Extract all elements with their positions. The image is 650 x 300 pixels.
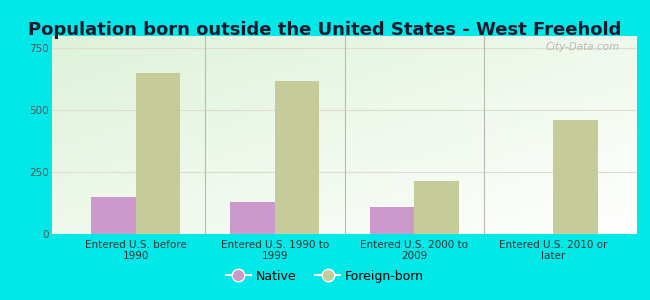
Bar — [370, 207, 414, 234]
Text: City-Data.com: City-Data.com — [545, 42, 619, 52]
Bar — [553, 120, 598, 234]
Bar — [91, 197, 136, 234]
Bar — [414, 181, 459, 234]
Bar — [136, 73, 180, 234]
Bar — [230, 202, 275, 234]
Bar — [275, 80, 319, 234]
Text: Population born outside the United States - West Freehold: Population born outside the United State… — [29, 21, 621, 39]
Legend: Native, Foreign-born: Native, Foreign-born — [221, 265, 429, 288]
